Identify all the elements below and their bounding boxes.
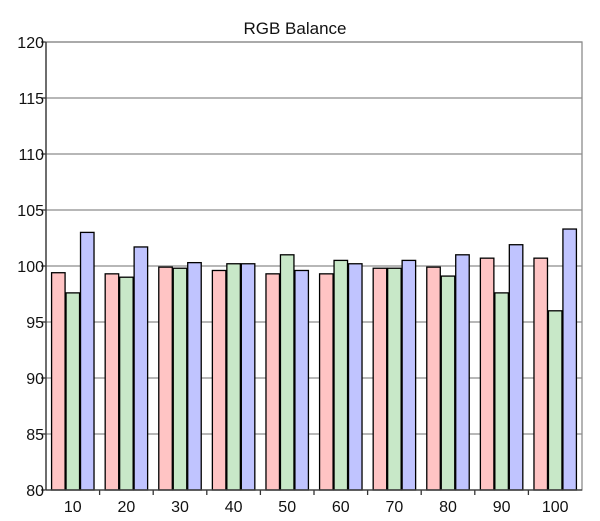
x-tick-label-90: 90 [493,499,511,516]
bar-series1-70 [372,267,388,491]
bar-series3-20 [133,246,149,491]
bar-series3-40 [240,263,256,491]
bar-series2-60 [333,259,349,491]
bar-series1-30 [158,266,173,491]
bar-series3-30 [187,261,202,491]
y-tick-label-105: 105 [17,203,44,220]
bars [50,228,578,491]
bar-series2-100 [547,310,563,491]
bar-series3-60 [347,263,363,491]
axes [45,41,583,491]
bar-series3-90 [508,244,524,491]
bar-series2-40 [226,263,242,491]
x-tick-label-80: 80 [439,499,457,516]
x-tick-label-20: 20 [118,499,136,516]
y-tick-label-80: 80 [26,483,44,500]
y-axis-ticks: 80 85 90 95 100 105 110 115 120 [17,35,46,500]
bar-series1-100 [533,257,549,491]
bar-series1-50 [265,273,281,491]
x-tick-label-50: 50 [278,499,296,516]
bar-series2-80 [440,275,456,491]
bar-series2-10 [65,292,81,491]
y-tick-label-120: 120 [17,35,44,52]
x-tick-label-40: 40 [225,499,243,516]
y-tick-label-100: 100 [17,259,44,276]
bar-series3-80 [455,254,470,491]
bar-series1-40 [211,269,227,491]
x-tick-label-10: 10 [64,499,82,516]
bar-series2-70 [386,267,402,491]
x-tick-label-70: 70 [386,499,404,516]
bar-series1-80 [426,266,441,491]
y-tick-label-85: 85 [26,427,44,444]
bar-series1-10 [50,272,66,491]
x-tick-label-100: 100 [542,499,569,516]
y-tick-label-110: 110 [18,147,44,164]
bar-series2-30 [172,267,188,491]
x-axis-ticks: 10 20 30 40 50 60 70 80 90 100 [64,490,569,516]
bar-series1-90 [479,257,495,491]
bar-series2-20 [119,276,134,491]
y-tick-label-115: 115 [18,91,44,108]
bar-series3-100 [562,228,578,491]
y-tick-label-90: 90 [26,371,44,388]
chart-title: RGB Balance [244,19,347,38]
bar-series1-20 [104,273,120,491]
bar-series3-70 [401,259,417,491]
bar-series1-60 [318,273,334,491]
x-tick-label-30: 30 [171,499,189,516]
bar-series3-50 [294,269,310,491]
bar-series3-10 [79,231,95,491]
bar-series2-50 [279,254,295,491]
y-tick-label-95: 95 [26,315,44,332]
bar-series2-90 [494,292,510,491]
x-tick-label-60: 60 [332,499,350,516]
